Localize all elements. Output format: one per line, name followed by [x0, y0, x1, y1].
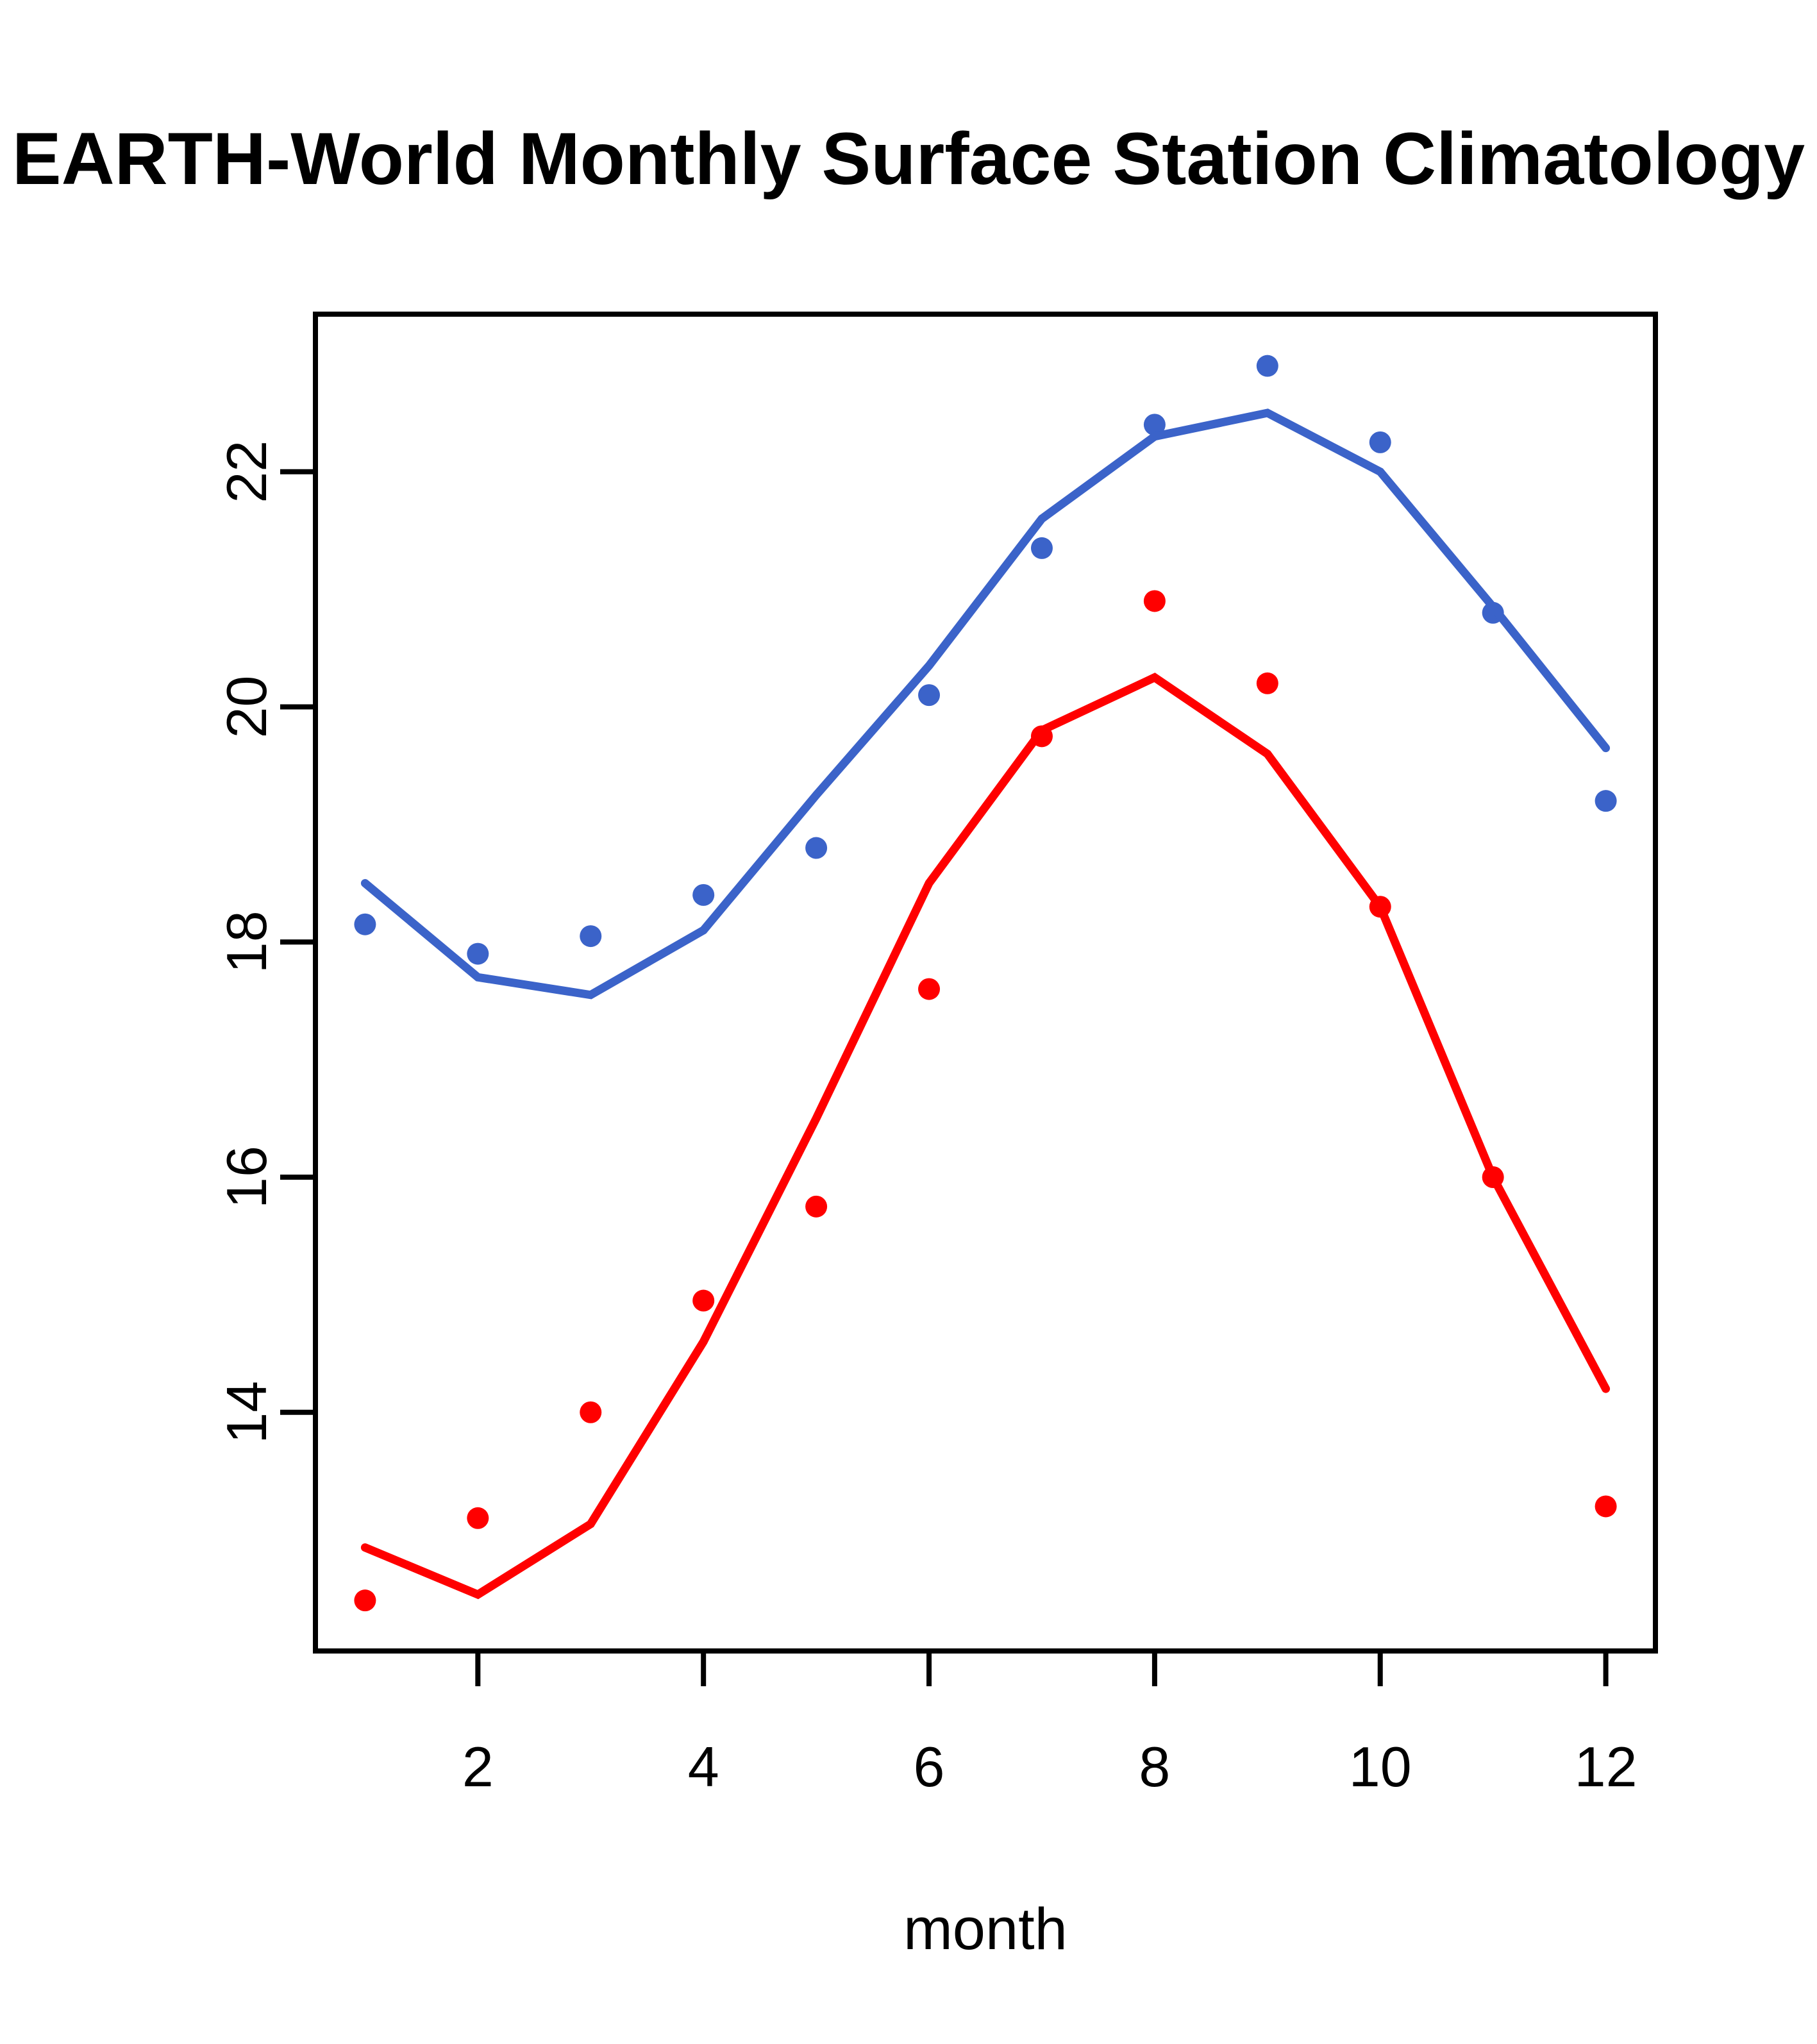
blue-observations-point [1256, 355, 1278, 377]
blue-observations-point [580, 925, 602, 948]
x-axis-tick-label: 4 [688, 1735, 719, 1798]
blue-observations-point [1369, 431, 1391, 453]
y-axis-tick-label: 22 [215, 440, 278, 503]
blue-observations-point [1143, 414, 1166, 436]
x-axis-tick-label: 8 [1139, 1735, 1170, 1798]
red-observations-point [918, 978, 941, 1000]
y-axis-tick-label: 20 [215, 676, 278, 739]
red-fitted-line [360, 673, 1611, 1600]
blue-observations-point [467, 942, 489, 965]
blue-observations-point [1030, 537, 1053, 559]
blue-observations-point [1595, 790, 1617, 812]
red-observations-point [692, 1289, 715, 1312]
blue-observations-point [918, 684, 941, 707]
blue-observations-point [354, 913, 376, 935]
x-axis-tick-label: 6 [914, 1735, 945, 1798]
x-axis-tick-label: 2 [462, 1735, 494, 1798]
y-axis-tick-label: 16 [215, 1146, 278, 1209]
red-observations-point [580, 1401, 602, 1423]
red-observations-point [1595, 1495, 1617, 1518]
red-observations-point [467, 1507, 489, 1529]
x-axis-tick-label: 12 [1575, 1735, 1637, 1798]
red-observations-point [805, 1195, 828, 1218]
chart-title: EARTH-World Monthly Surface Station Clim… [12, 118, 1805, 200]
x-axis-tick-label: 10 [1349, 1735, 1412, 1798]
blue-observations-point [692, 884, 715, 906]
red-observations-point [1256, 672, 1278, 694]
plot-box [313, 312, 1658, 1654]
y-axis-tick-label: 18 [215, 910, 278, 973]
blue-observations-point [805, 837, 828, 859]
blue-fitted-line [360, 408, 1611, 1000]
red-observations-point [1143, 590, 1166, 612]
x-axis-title: month [903, 1897, 1068, 1962]
red-observations-point [354, 1589, 376, 1612]
y-axis-tick-label: 14 [215, 1381, 278, 1444]
